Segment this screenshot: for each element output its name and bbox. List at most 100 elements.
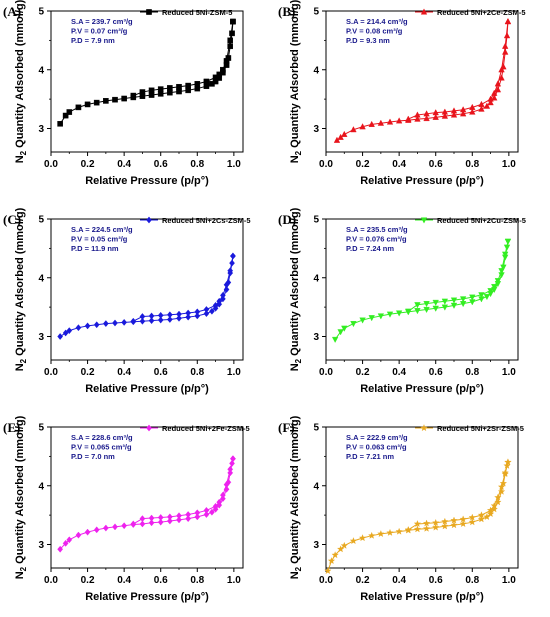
adsorption-point [209,508,215,516]
x-tick-label: 0.2 [356,367,370,378]
desorption-point [432,109,439,116]
adsorption-point [491,94,498,101]
adsorption-point [337,133,344,140]
desorption-point [176,512,182,520]
chart-panel-c: (C) 3 4 5 0.0 0.2 0.4 0.6 0.8 1.0 Relative Pressur… [3,207,251,395]
desorption-point [203,506,210,514]
adsorption-point [93,321,100,329]
y-axis-title-sub: 2 [19,358,28,363]
y-axis-title-rest: Quantity Adsorbed (mmol/g) [289,0,301,151]
desorption-point [230,455,236,463]
adsorption-point [377,119,385,126]
desorption-point [450,107,458,114]
y-tick-label: 5 [38,423,44,434]
x-tick-label: 0.0 [319,575,333,586]
adsorption-curve [334,241,509,340]
adsorption-point [112,96,118,103]
desorption-point [432,299,439,306]
y-axis-title: N2 Quantity Adsorbed (mmol/g) [14,0,28,163]
panel-label: (E) [3,420,20,435]
adsorption-point [194,312,201,320]
y-tick-label: 3 [313,124,319,135]
y-axis-title-sub: 2 [19,150,28,155]
desorption-point [423,110,430,117]
x-tick-label: 0.2 [81,159,95,170]
isotherm-annotation: S.A = 214.4 cm³/g [346,17,408,26]
desorption-point [148,312,155,320]
desorption-point [148,87,155,94]
desorption-point [130,520,137,528]
y-axis-title: N2 Quantity Adsorbed (mmol/g) [14,207,28,371]
desorption-point [167,85,173,91]
adsorption-point [350,321,357,328]
adsorption-point [486,510,495,518]
isotherm-annotation: P.V = 0.076 cm³/g [346,235,407,244]
desorption-point [185,309,192,317]
adsorption-point [112,523,118,531]
desorption-curve [408,462,509,531]
desorption-point [139,313,146,320]
x-axis-title: Relative Pressure (p/p°) [85,175,209,187]
x-tick-label: 0.2 [356,159,370,170]
adsorption-point [203,83,210,89]
adsorption-point [148,92,155,98]
adsorption-point [209,307,215,315]
desorption-point [502,42,509,49]
chart-panel-f: (F) 3 4 5 0.0 0.2 0.4 0.6 0.8 1.0 Relative Pressur… [278,415,524,603]
desorption-point [194,509,201,517]
desorption-point [422,519,431,527]
desorption-point [504,238,512,245]
adsorption-point [386,528,394,536]
isotherm-annotation: P.D = 9.3 nm [346,36,390,45]
chart-panel-b: (B) 3 4 5 0.0 0.2 0.4 0.6 0.8 1.0 Relative Pressur… [278,0,526,187]
x-tick-label: 0.6 [429,575,443,586]
desorption-point [498,268,505,275]
x-tick-label: 1.0 [227,367,241,378]
desorption-point [185,82,191,89]
y-tick-label: 5 [38,7,44,18]
isotherm-annotation: P.V = 0.07 cm³/g [71,27,128,36]
adsorption-point [477,515,486,523]
desorption-point [212,301,219,309]
x-tick-label: 0.6 [154,159,168,170]
y-axis-title-main: N [14,155,26,163]
x-tick-label: 0.2 [81,367,95,378]
adsorption-point [333,136,341,143]
adsorption-point [139,520,146,528]
adsorption-point [57,120,63,127]
chart-panel-a: (A) 3 4 5 0.0 0.2 0.4 0.6 0.8 1.0 Relative Pressur… [3,0,244,187]
chart-panel-d: (D) 3 4 5 0.0 0.2 0.4 0.6 0.8 1.0 Relative Pressur… [278,207,526,395]
adsorption-point [62,329,69,337]
desorption-point [469,103,476,110]
adsorption-point [227,43,234,50]
desorption-point [469,294,476,301]
legend-marker [146,424,152,432]
desorption-point [212,74,219,81]
adsorption-point [203,511,210,518]
adsorption-point [395,310,403,317]
y-axis-title-main: N [289,571,301,579]
y-tick-label: 4 [38,273,44,284]
desorption-point [130,317,137,325]
desorption-point [139,89,146,95]
legend-label: Reduced 5Ni-ZSM-5 [162,8,232,17]
adsorption-point [157,91,164,97]
x-tick-label: 0.6 [429,159,443,170]
y-tick-label: 5 [313,215,319,226]
desorption-point [227,465,234,473]
adsorption-point [324,567,332,575]
adsorption-point [359,317,366,324]
adsorption-point [502,48,509,55]
adsorption-curve [59,458,234,550]
desorption-point [223,58,230,64]
adsorption-point [468,518,476,526]
desorption-point [130,92,137,99]
desorption-point [405,115,412,122]
desorption-point [216,297,223,305]
legend-label: Reduced 5Ni+2Ce-ZSM-5 [437,8,526,17]
y-axis-title-sub: 2 [294,358,303,363]
adsorption-point [148,317,155,325]
y-axis-title: N2 Quantity Adsorbed (mmol/g) [289,415,303,579]
y-tick-label: 3 [313,540,319,551]
desorption-point [157,514,164,521]
